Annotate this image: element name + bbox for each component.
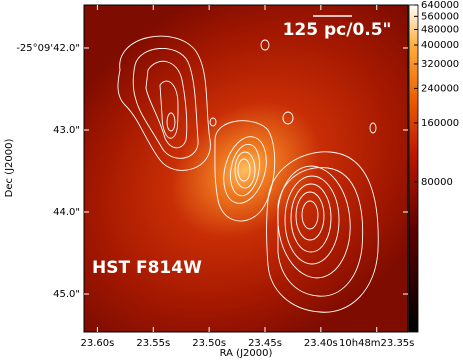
y-tick-label: -25°09'42.0" bbox=[16, 43, 80, 54]
colorbar-tick-label: 480000 bbox=[421, 24, 459, 35]
x-tick-label: 23.40s bbox=[304, 338, 338, 349]
scale-label: 125 pc/0.5" bbox=[283, 20, 392, 40]
x-axis-label: RA (J2000) bbox=[220, 348, 273, 359]
y-axis-label: Dec (J2000) bbox=[4, 139, 15, 198]
colorbar-tick-label: 320000 bbox=[421, 59, 459, 70]
image bbox=[84, 5, 408, 332]
colorbar-tick-label: 560000 bbox=[421, 11, 459, 22]
filter-label: HST F814W bbox=[92, 258, 202, 278]
contours bbox=[117, 35, 379, 313]
x-tick-label: 23.60s bbox=[80, 338, 114, 349]
colorbar bbox=[408, 4, 419, 333]
colorbar-tick-label: 80000 bbox=[421, 177, 453, 188]
y-tick-label: 45.0" bbox=[53, 289, 80, 300]
x-tick-label: 23.50s bbox=[192, 338, 226, 349]
colorbar-tick-label: 240000 bbox=[421, 83, 459, 94]
x-tick-label: 10h48m23.35s bbox=[339, 338, 414, 349]
y-tick-label: 43.0" bbox=[53, 125, 80, 136]
colorbar-tick-label: 160000 bbox=[421, 118, 459, 129]
plot-frame bbox=[83, 4, 409, 333]
x-tick-label: 23.55s bbox=[136, 338, 170, 349]
y-tick-label: 44.0" bbox=[53, 207, 80, 218]
colorbar-tick-label: 400000 bbox=[421, 40, 459, 51]
colorbar-tick-label: 640000 bbox=[421, 0, 459, 11]
x-tick-label: 23.45s bbox=[248, 338, 282, 349]
